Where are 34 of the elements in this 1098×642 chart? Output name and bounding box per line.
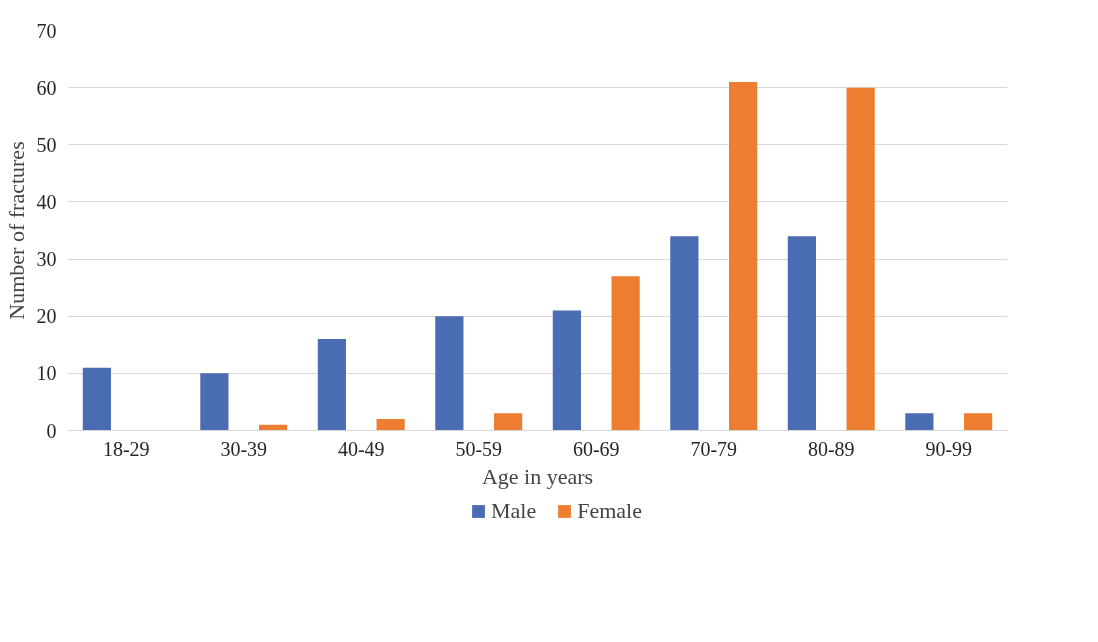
y-tick-label: 30 [36, 248, 57, 271]
y-tick-label: 0 [46, 419, 57, 442]
legend-label: Female [577, 498, 642, 524]
bar [905, 413, 934, 431]
bar [317, 339, 346, 431]
bar [435, 316, 464, 431]
x-tick-label: 80-89 [807, 437, 855, 460]
x-tick-label: 18-29 [102, 437, 150, 460]
bar [729, 81, 758, 431]
bar [82, 367, 111, 431]
bar [846, 87, 875, 431]
bar [787, 236, 816, 431]
x-tick-label: 30-39 [220, 437, 268, 460]
bar [611, 276, 640, 431]
legend-label: Male [491, 498, 537, 524]
x-tick-label: 40-49 [337, 437, 385, 460]
y-tick-label: 50 [36, 133, 57, 156]
y-tick-label: 40 [36, 190, 57, 213]
bar [552, 310, 581, 431]
x-tick-label: 60-69 [572, 437, 620, 460]
y-axis-title: Number of fractures [3, 141, 29, 320]
bar [670, 236, 699, 431]
bar [200, 373, 229, 431]
x-tick-label: 90-99 [925, 437, 973, 460]
x-tick-label: 50-59 [455, 437, 503, 460]
bar [376, 419, 405, 431]
bar [964, 413, 993, 431]
y-tick-label: 70 [36, 19, 57, 42]
x-axis-title: Age in years [481, 463, 594, 489]
y-tick-label: 60 [36, 76, 57, 99]
x-tick-label: 70-79 [690, 437, 738, 460]
bar [494, 413, 523, 431]
y-tick-label: 10 [36, 362, 57, 385]
y-tick-label: 20 [36, 305, 57, 328]
